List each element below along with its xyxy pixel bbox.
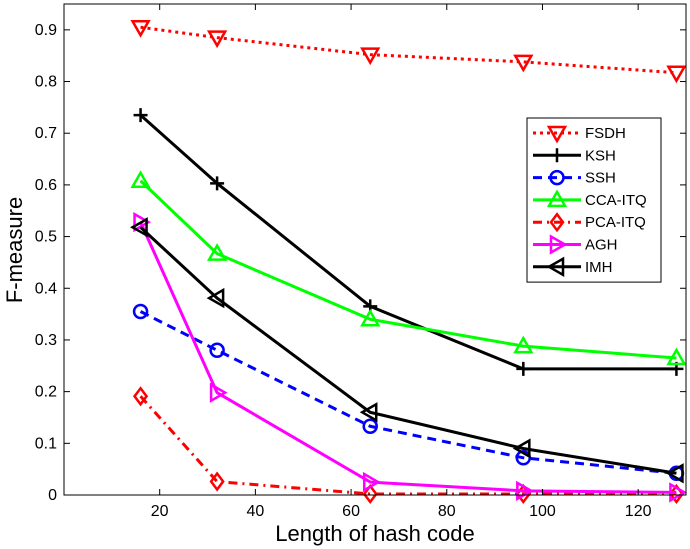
data-point-ksh bbox=[133, 108, 148, 123]
legend-marker-fsdh bbox=[546, 125, 568, 144]
data-point-agh bbox=[362, 471, 381, 493]
series-line-fsdh bbox=[140, 25, 677, 75]
legend-item-fsdh: FSDH bbox=[533, 125, 626, 144]
legend-label-fsdh: FSDH bbox=[585, 125, 626, 142]
data-point-imh bbox=[130, 217, 148, 238]
x-axis-title: Length of hash code bbox=[275, 521, 474, 546]
y-tick-label: 0.7 bbox=[35, 125, 57, 142]
series-line-ssh bbox=[139, 310, 677, 475]
legend-item-pca-itq: PCA-ITQ bbox=[533, 212, 646, 233]
x-tick-label: 100 bbox=[529, 503, 556, 520]
legend-label-ksh: KSH bbox=[585, 147, 616, 164]
data-point-agh bbox=[669, 482, 687, 503]
data-point-fsdh bbox=[130, 20, 151, 38]
y-tick-label: 0.4 bbox=[35, 280, 57, 297]
x-tick-label: 60 bbox=[342, 503, 360, 520]
data-point-ksh bbox=[516, 361, 531, 376]
data-point-imh bbox=[206, 287, 225, 309]
data-point-cca-itq bbox=[206, 243, 228, 261]
series-line-agh bbox=[139, 221, 677, 494]
y-tick-label: 0.5 bbox=[35, 229, 57, 246]
legend-marker-pca-itq bbox=[549, 212, 565, 233]
data-point-ksh bbox=[210, 176, 225, 191]
data-point-imh bbox=[512, 438, 531, 459]
y-tick-label: 0.8 bbox=[35, 74, 57, 91]
legend-item-cca-itq: CCA-ITQ bbox=[533, 189, 647, 209]
data-point-fsdh bbox=[206, 30, 228, 49]
x-tick-label: 120 bbox=[625, 503, 652, 520]
legend-label-pca-itq: PCA-ITQ bbox=[585, 214, 646, 231]
legend-label-cca-itq: CCA-ITQ bbox=[585, 192, 647, 209]
y-axis-title: F-measure bbox=[2, 197, 27, 303]
data-point-agh bbox=[133, 211, 152, 233]
legend: FSDH KSH SSH CCA-ITQ PCA-ITQ AGH IMH bbox=[526, 117, 662, 283]
data-point-ssh bbox=[209, 342, 225, 359]
series-line-imh bbox=[139, 226, 677, 475]
data-point-cca-itq bbox=[513, 335, 534, 354]
data-point-cca-itq bbox=[666, 347, 687, 366]
data-point-ssh bbox=[362, 418, 378, 435]
series-agh bbox=[133, 211, 687, 503]
legend-marker-cca-itq bbox=[546, 189, 568, 208]
series-cca-itq bbox=[130, 170, 687, 366]
y-tick-label: 0 bbox=[48, 487, 57, 504]
tick-layer: 20 40 60 80 100 120 0 0.1 0.2 0.3 0.4 0.5 0.6 0.7 0.8 0… bbox=[35, 4, 686, 520]
series-line-cca-itq bbox=[139, 179, 677, 360]
y-tick-label: 0.9 bbox=[35, 22, 57, 39]
data-point-fsdh bbox=[666, 65, 687, 84]
data-point-agh bbox=[209, 382, 228, 403]
data-point-fsdh bbox=[513, 54, 534, 73]
data-point-fsdh bbox=[360, 47, 381, 66]
data-point-pca-itq bbox=[209, 471, 225, 492]
series-layer bbox=[130, 20, 687, 505]
legend-marker-imh bbox=[546, 256, 565, 277]
legend-item-imh: IMH bbox=[533, 256, 613, 277]
y-tick-label: 0.2 bbox=[35, 384, 57, 401]
data-point-pca-itq bbox=[132, 386, 149, 407]
legend-label-agh: AGH bbox=[585, 237, 618, 254]
legend-label-ssh: SSH bbox=[585, 170, 616, 187]
x-tick-label: 20 bbox=[151, 503, 169, 520]
legend-marker-agh bbox=[549, 234, 568, 255]
legend-marker-ssh bbox=[549, 169, 565, 186]
data-point-imh bbox=[359, 402, 378, 423]
series-ksh bbox=[133, 108, 684, 376]
series-imh bbox=[130, 217, 684, 484]
legend-item-agh: AGH bbox=[533, 234, 618, 255]
legend-item-ksh: KSH bbox=[533, 147, 616, 164]
y-tick-label: 0.1 bbox=[35, 435, 57, 452]
y-tick-label: 0.3 bbox=[35, 332, 57, 349]
data-point-imh bbox=[665, 463, 684, 484]
legend-label-imh: IMH bbox=[585, 259, 613, 276]
x-tick-label: 40 bbox=[246, 503, 264, 520]
legend-item-ssh: SSH bbox=[533, 170, 616, 187]
data-point-cca-itq bbox=[130, 170, 151, 189]
data-point-pca-itq bbox=[362, 483, 378, 505]
x-tick-label: 80 bbox=[438, 503, 456, 520]
data-point-ssh bbox=[132, 303, 149, 320]
y-tick-label: 0.6 bbox=[35, 177, 57, 194]
series-fsdh bbox=[130, 20, 687, 84]
axes-box bbox=[63, 3, 687, 496]
legend-marker-ksh bbox=[550, 148, 564, 163]
data-point-cca-itq bbox=[360, 308, 381, 327]
